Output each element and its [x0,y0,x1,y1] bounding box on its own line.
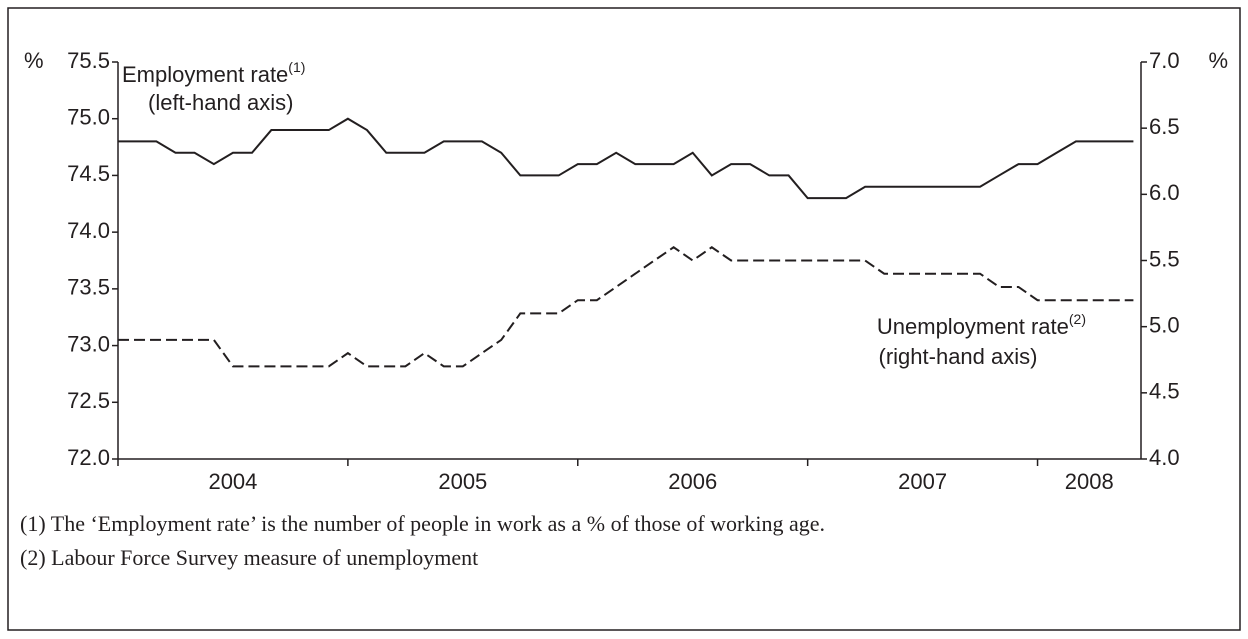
footnote-ref: (1) [288,59,305,75]
x-tick-label: 2004 [208,469,257,494]
y-tick-label: 74.0 [67,218,110,243]
y-tick-label: 72.0 [67,445,110,470]
y2-tick-label: 6.0 [1149,180,1180,205]
y2-unit: % [1208,48,1228,73]
series-label: Employment rate(1) [122,59,305,87]
series-label: Unemployment rate(2) [877,311,1086,339]
series-line [118,246,1134,368]
y-unit: % [24,48,44,73]
y-tick-label: 75.5 [67,48,110,73]
y2-tick-label: 5.5 [1149,246,1180,271]
y-tick-label: 73.5 [67,275,110,300]
x-tick-label: 2008 [1065,469,1114,494]
y2-tick-label: 5.0 [1149,312,1180,337]
y2-tick-label: 6.5 [1149,114,1180,139]
series-caption: (left-hand axis) [148,90,294,115]
series-caption: (right-hand axis) [879,344,1038,369]
footnote: (1) The ‘Employment rate’ is the number … [20,511,825,536]
y-tick-label: 73.0 [67,331,110,356]
y2-tick-label: 4.5 [1149,379,1180,404]
x-tick-label: 2006 [668,469,717,494]
x-tick-label: 2005 [438,469,487,494]
y2-tick-label: 7.0 [1149,48,1180,73]
y-tick-label: 75.0 [67,105,110,130]
series-name: Unemployment rate [877,314,1069,339]
series-line [118,117,1134,200]
x-tick-label: 2007 [898,469,947,494]
footnote: (2) Labour Force Survey measure of unemp… [20,545,478,570]
y-tick-label: 72.5 [67,388,110,413]
footnote-ref: (2) [1069,311,1086,327]
series-name: Employment rate [122,62,288,87]
frame [7,7,1241,631]
y-tick-label: 74.5 [67,161,110,186]
y2-tick-label: 4.0 [1149,445,1180,470]
